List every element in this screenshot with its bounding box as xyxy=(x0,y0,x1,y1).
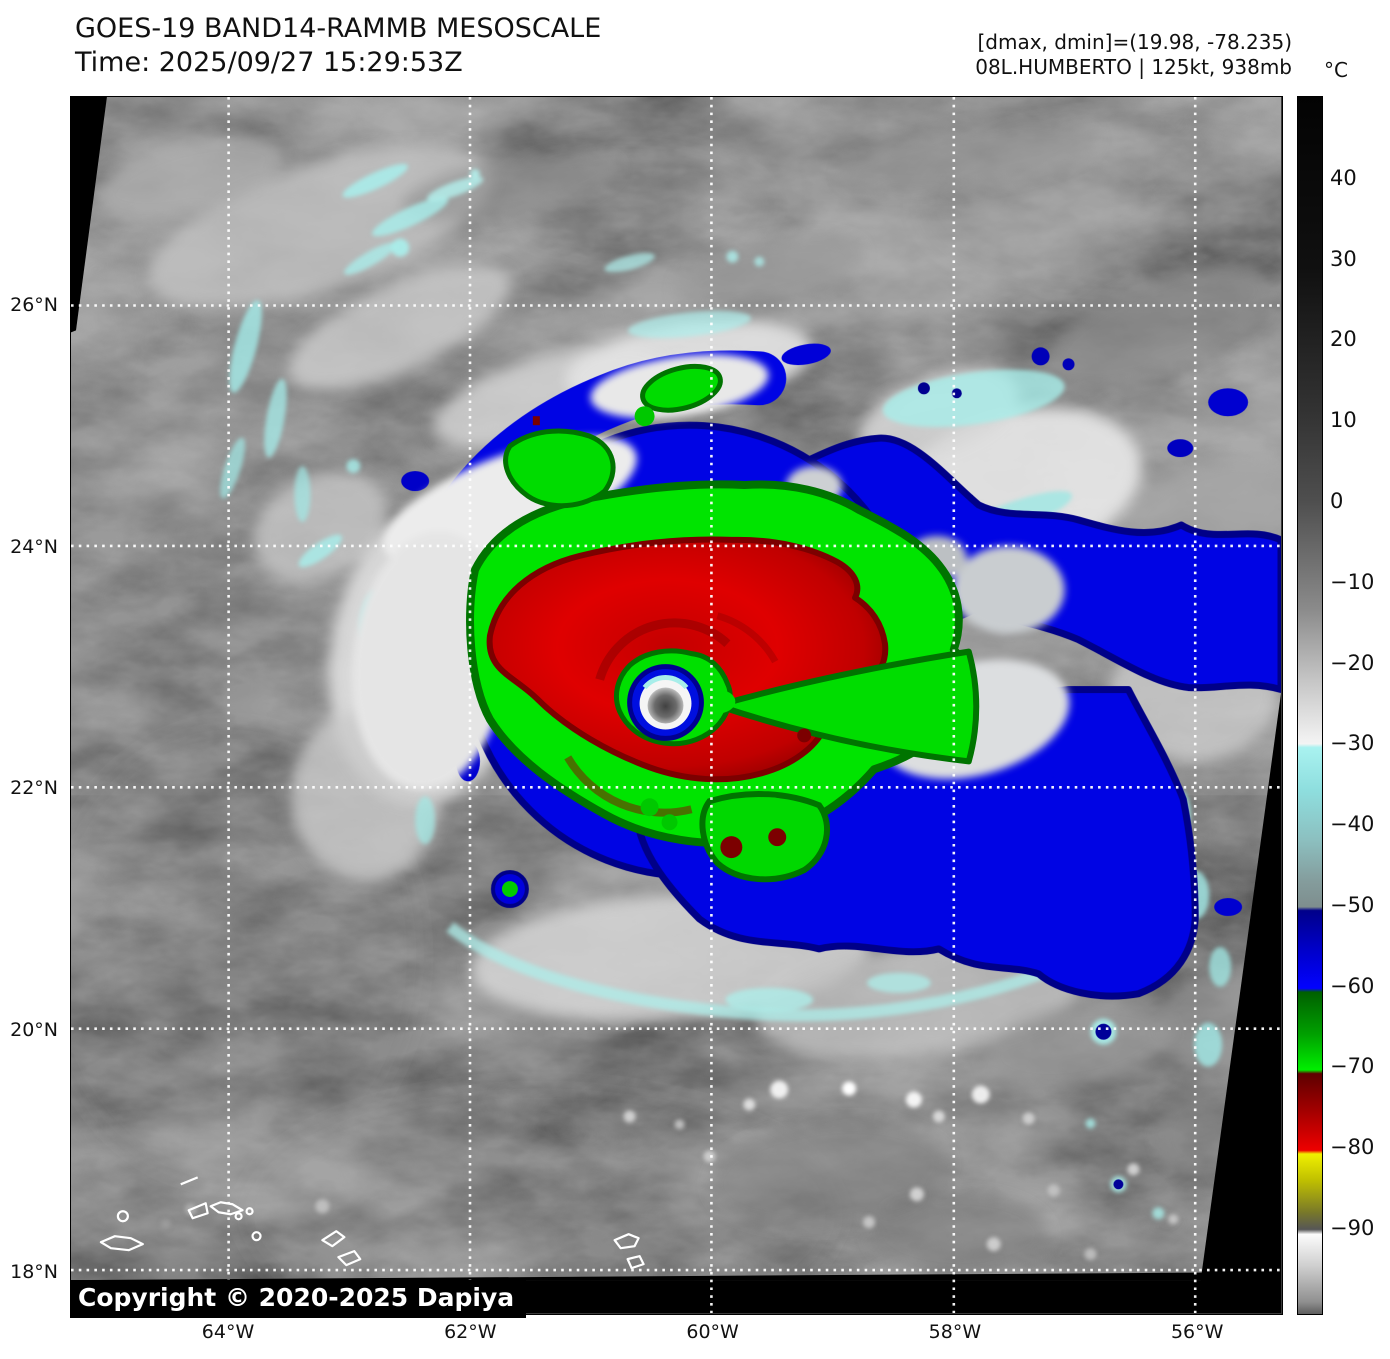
colorbar-tick-label: −30 xyxy=(1330,731,1375,756)
colorbar-unit-label: °C xyxy=(1324,58,1348,82)
colorbar-tick-label: 40 xyxy=(1330,165,1357,190)
hurricane-eye xyxy=(614,648,736,747)
satellite-image xyxy=(71,97,1281,1313)
latitude-tick-label: 24°N xyxy=(10,535,58,558)
colorbar-tick-label: 20 xyxy=(1330,327,1357,352)
longitude-tick-label: 58°W xyxy=(928,1321,982,1343)
latitude-axis: 26°N 24°N 22°N 20°N 18°N xyxy=(0,96,64,1315)
colorbar xyxy=(1297,96,1323,1315)
colorbar-tick-label: −80 xyxy=(1330,1135,1375,1160)
cumulus-puffs xyxy=(160,1080,1179,1281)
colorbar-ticks: 40 30 20 10 0 −10 −20 −30 −40 −50 −60 −70 −80 −90 xyxy=(1330,96,1390,1315)
header-left: GOES-19 BAND14-RAMMB MESOSCALE Time: 202… xyxy=(75,12,601,80)
longitude-tick-label: 60°W xyxy=(686,1321,739,1343)
latitude-tick-label: 26°N xyxy=(10,294,58,316)
satellite-map xyxy=(70,96,1283,1315)
graticule-gridlines xyxy=(71,97,1281,1313)
copyright-label: Copyright © 2020-2025 Dapiya xyxy=(70,1280,527,1318)
colorbar-tick-label: −40 xyxy=(1330,812,1375,837)
colorbar-tick-label: −90 xyxy=(1330,1215,1375,1240)
colorbar-tick-label: 10 xyxy=(1330,408,1357,433)
longitude-tick-label: 62°W xyxy=(444,1321,497,1343)
colorbar-tick-label: −10 xyxy=(1330,569,1375,594)
dmax-dmin-label: [dmax, dmin]=(19.98, -78.235) xyxy=(977,30,1292,54)
latitude-tick-label: 18°N xyxy=(10,1260,58,1283)
colorbar-tick-label: 0 xyxy=(1330,489,1344,513)
colorbar-tick-label: −50 xyxy=(1330,892,1375,917)
page-title: GOES-19 BAND14-RAMMB MESOSCALE xyxy=(75,13,602,44)
colorbar-tick-label: −60 xyxy=(1330,973,1375,998)
longitude-tick-label: 56°W xyxy=(1170,1321,1224,1343)
header-right: [dmax, dmin]=(19.98, -78.235) 08L.HUMBER… xyxy=(975,30,1292,80)
longitude-axis: 64°W 62°W 60°W 58°W 56°W xyxy=(70,1319,1283,1349)
storm-info-label: 08L.HUMBERTO | 125kt, 938mb xyxy=(975,55,1292,79)
timestamp-label: Time: 2025/09/27 15:29:53Z xyxy=(75,47,463,78)
island-outlines xyxy=(99,1176,645,1270)
colorbar-tick-label: −70 xyxy=(1330,1054,1375,1079)
colorbar-tick-label: 30 xyxy=(1330,246,1357,271)
latitude-tick-label: 20°N xyxy=(10,1019,58,1042)
green-spiral-wedge xyxy=(501,648,980,898)
longitude-tick-label: 64°W xyxy=(201,1321,255,1343)
latitude-tick-label: 22°N xyxy=(10,777,58,800)
colorbar-tick-label: −20 xyxy=(1330,650,1375,675)
